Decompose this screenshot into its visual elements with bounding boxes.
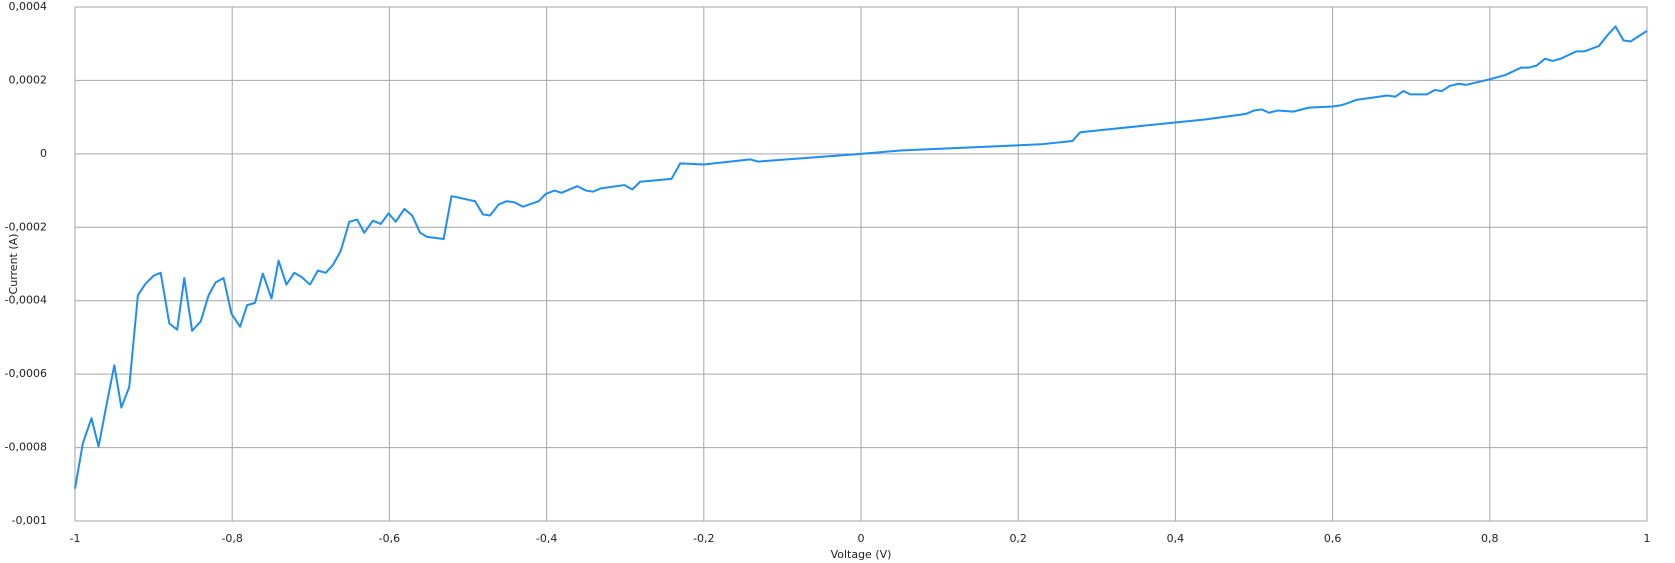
x-tick-label: -1: [70, 532, 81, 545]
y-tick-label: -0,0004: [5, 294, 47, 307]
x-axis-label: Voltage (V): [831, 548, 892, 561]
y-tick-label: 0: [40, 147, 47, 160]
y-axis-label: Current (A): [7, 234, 20, 295]
x-tick-label: -0,4: [536, 532, 557, 545]
y-tick-label: -0,001: [12, 514, 47, 527]
x-tick-label: 0: [858, 532, 865, 545]
x-tick-label: -0,2: [693, 532, 714, 545]
x-tick-label: 0,8: [1481, 532, 1499, 545]
x-tick-label: -0,8: [221, 532, 242, 545]
y-tick-label: -0,0006: [5, 367, 47, 380]
y-tick-label: -0,0002: [5, 220, 47, 233]
x-tick-label: 1: [1644, 532, 1651, 545]
y-tick-label: 0,0004: [9, 0, 48, 13]
x-tick-label: 0,6: [1324, 532, 1342, 545]
x-tick-label: 0,2: [1009, 532, 1027, 545]
x-tick-label: -0,6: [379, 532, 400, 545]
y-tick-label: 0,0002: [9, 73, 48, 86]
data-line: [74, 25, 1648, 489]
y-tick-label: -0,0008: [5, 441, 47, 454]
x-tick-label: 0,4: [1167, 532, 1185, 545]
